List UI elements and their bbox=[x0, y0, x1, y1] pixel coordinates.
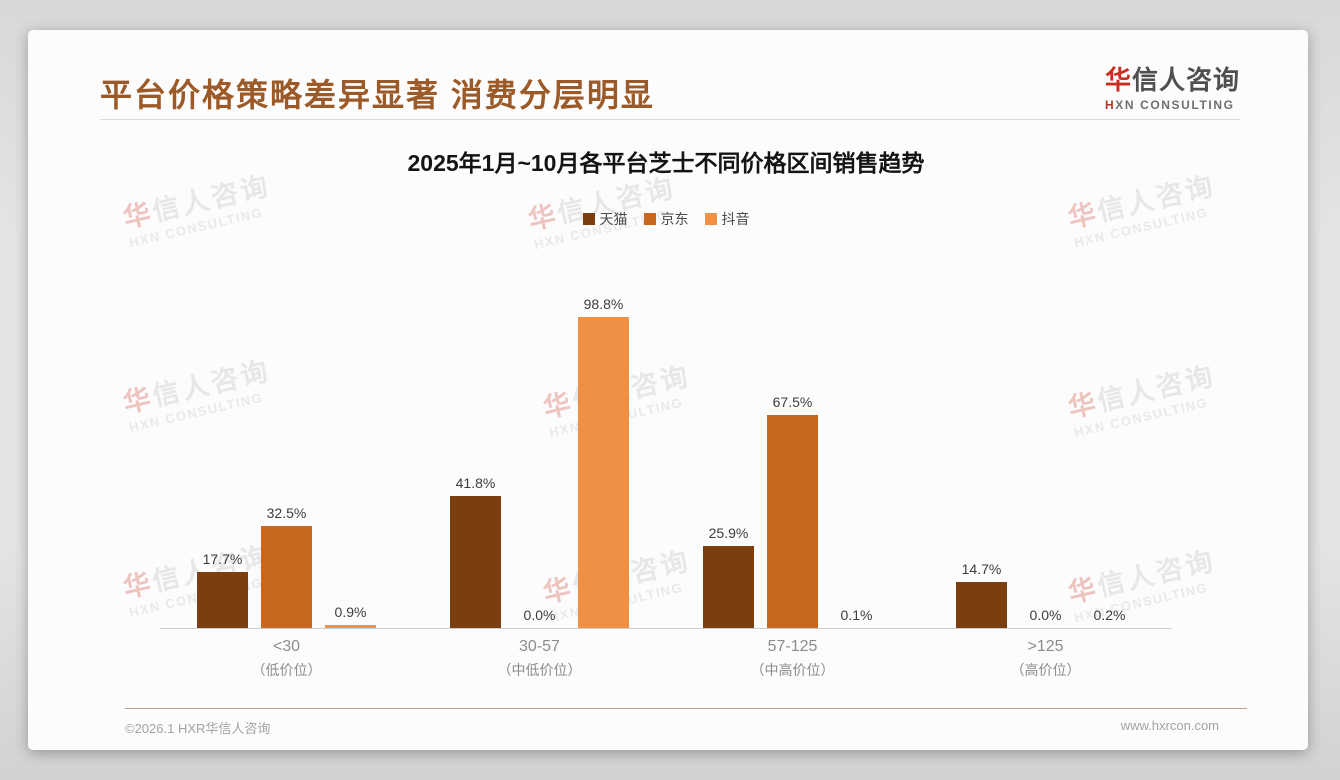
bar-series1-cat2[interactable] bbox=[450, 496, 501, 628]
bar-value-label: 0.1% bbox=[840, 607, 873, 623]
bar-series1-cat3[interactable] bbox=[703, 546, 754, 628]
bar-slot-g3-s1: 25.9% bbox=[703, 268, 754, 628]
bar-slot-g3-s2: 67.5% bbox=[767, 268, 818, 628]
bar-value-label: 32.5% bbox=[266, 505, 307, 521]
website-url: www.hxrcon.com bbox=[1120, 718, 1219, 733]
x-axis-category-3: 57-125 （中高价位） bbox=[666, 629, 919, 680]
bar-value-label: 0.2% bbox=[1093, 607, 1126, 623]
bar-slot-g4-s2: 0.0% bbox=[1020, 268, 1071, 628]
page-footer: ©2026.1 HXR华信人咨询 www.hxrcon.com bbox=[125, 708, 1247, 737]
legend-item-series-1[interactable]: 天猫 bbox=[582, 209, 628, 229]
slide-card: 华信人咨询 HXN CONSULTING 华信人咨询 HXN CONSULTING 华信… bbox=[28, 30, 1308, 750]
bar-series2-cat3[interactable] bbox=[767, 415, 818, 628]
bar-slot-g1-s1: 17.7% bbox=[197, 268, 248, 628]
page-title: 平台价格策略差异显著 消费分层明显 bbox=[100, 77, 655, 113]
x-axis-labels: <30 （低价位） 30-57 （中低价位） 57-125 （中高价位） >125 （高价位） bbox=[160, 629, 1172, 680]
bar-slot-g1-s3: 0.9% bbox=[325, 268, 376, 628]
company-logo: 华信人咨询 HXN CONSULTING bbox=[1105, 60, 1245, 112]
bar-series3-cat1[interactable] bbox=[325, 625, 376, 628]
bar-group-1: 17.7% 32.5% 0.9% bbox=[160, 268, 413, 628]
bar-value-label: 14.7% bbox=[961, 561, 1002, 577]
bar-value-label: 25.9% bbox=[708, 525, 749, 541]
bar-value-label: 17.7% bbox=[202, 551, 243, 567]
x-axis-range-label: 30-57 bbox=[519, 638, 560, 655]
x-axis-tier-label: （中高价位） bbox=[750, 662, 835, 678]
bar-slot-g1-s2: 32.5% bbox=[261, 268, 312, 628]
bar-slot-g2-s1: 41.8% bbox=[450, 268, 501, 628]
bar-value-label: 0.0% bbox=[523, 607, 556, 623]
logo-cn-rest: 信人咨询 bbox=[1132, 65, 1241, 95]
legend-item-series-3[interactable]: 抖音 bbox=[704, 209, 750, 229]
x-axis-tier-label: （高价位） bbox=[1010, 662, 1081, 678]
bar-group-4: 14.7% 0.0% 0.2% bbox=[919, 268, 1172, 628]
bar-slot-g4-s1: 14.7% bbox=[956, 268, 1007, 628]
logo-cn-accent: 华 bbox=[1105, 65, 1133, 95]
logo-cn-text: 华信人咨询 bbox=[1105, 60, 1245, 97]
bar-slot-g2-s3: 98.8% bbox=[578, 268, 629, 628]
x-axis-range-label: <30 bbox=[272, 638, 301, 655]
legend-label: 京东 bbox=[660, 211, 689, 227]
legend-swatch-icon bbox=[582, 213, 595, 225]
bar-value-label: 67.5% bbox=[772, 394, 813, 410]
legend-swatch-icon bbox=[643, 213, 656, 225]
x-axis-range-label: 57-125 bbox=[767, 638, 818, 655]
bar-value-label: 41.8% bbox=[455, 475, 496, 491]
bar-value-label: 98.8% bbox=[583, 296, 624, 312]
x-axis-category-4: >125 （高价位） bbox=[919, 629, 1172, 680]
bar-series1-cat1[interactable] bbox=[197, 572, 248, 628]
logo-en-rest: XN CONSULTING bbox=[1115, 98, 1235, 112]
legend-swatch-icon bbox=[704, 213, 717, 225]
header-divider bbox=[100, 119, 1240, 120]
x-axis-tier-label: （低价位） bbox=[251, 662, 322, 678]
legend-item-series-2[interactable]: 京东 bbox=[643, 209, 689, 229]
bar-value-label: 0.0% bbox=[1029, 607, 1062, 623]
logo-en-accent: H bbox=[1105, 98, 1116, 112]
plot-area: 17.7% 32.5% 0.9% 41.8% 0.0% 98.8% 25.9% 67.5% 0.… bbox=[160, 268, 1172, 680]
chart-legend: 天猫 京东 抖音 bbox=[160, 210, 1172, 228]
bar-slot-g2-s2: 0.0% bbox=[514, 268, 565, 628]
bar-value-label: 0.9% bbox=[334, 604, 367, 620]
x-axis-category-1: <30 （低价位） bbox=[160, 629, 413, 680]
legend-label: 天猫 bbox=[599, 211, 628, 227]
plot-groups: 17.7% 32.5% 0.9% 41.8% 0.0% 98.8% 25.9% 67.5% 0.… bbox=[160, 268, 1172, 629]
bar-chart: 2025年1月~10月各平台芝士不同价格区间销售趋势 天猫 京东 抖音 17.7% 3… bbox=[160, 148, 1172, 680]
bar-slot-g3-s3: 0.1% bbox=[831, 268, 882, 628]
legend-label: 抖音 bbox=[721, 211, 750, 227]
x-axis-range-label: >125 bbox=[1027, 638, 1064, 655]
bar-series2-cat1[interactable] bbox=[261, 526, 312, 628]
logo-en-text: HXN CONSULTING bbox=[1105, 98, 1245, 112]
bar-group-3: 25.9% 67.5% 0.1% bbox=[666, 268, 919, 628]
bar-group-2: 41.8% 0.0% 98.8% bbox=[413, 268, 666, 628]
bar-series1-cat4[interactable] bbox=[956, 582, 1007, 628]
copyright-text: ©2026.1 HXR华信人咨询 bbox=[125, 721, 271, 736]
chart-title: 2025年1月~10月各平台芝士不同价格区间销售趋势 bbox=[407, 150, 925, 176]
bar-slot-g4-s3: 0.2% bbox=[1084, 268, 1135, 628]
x-axis-category-2: 30-57 （中低价位） bbox=[413, 629, 666, 680]
bar-series3-cat2[interactable] bbox=[578, 317, 629, 628]
x-axis-tier-label: （中低价位） bbox=[497, 662, 582, 678]
